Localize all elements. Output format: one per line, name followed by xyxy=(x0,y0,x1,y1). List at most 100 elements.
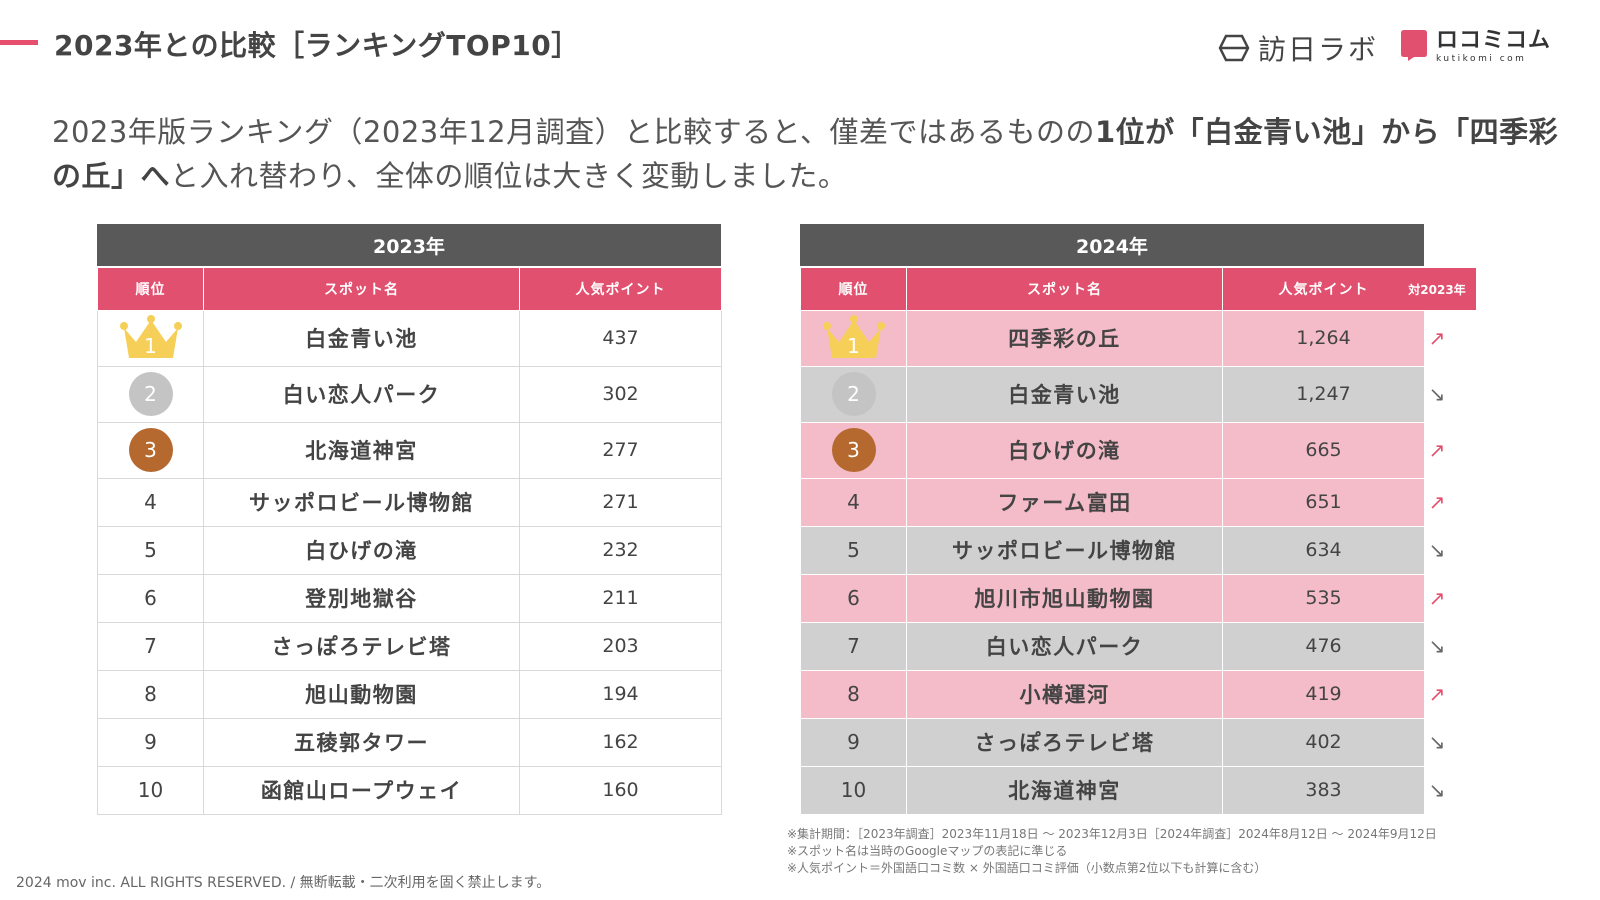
spot-name-cell: 白金青い池 xyxy=(906,365,1223,423)
points-cell: 302 xyxy=(519,365,722,423)
spot-name-cell: 四季彩の丘 xyxy=(906,309,1223,367)
rank-cell: 3 xyxy=(800,421,907,479)
table-row: 5 白ひげの滝 232 xyxy=(97,525,722,575)
table-row: 6 登別地獄谷 211 xyxy=(97,573,722,623)
spot-name-cell: 北海道神宮 xyxy=(203,421,520,479)
spot-name-cell: 白ひげの滝 xyxy=(906,421,1223,479)
points-cell: 419 xyxy=(1222,669,1425,719)
rank-cell: 9 xyxy=(800,717,907,767)
points-cell: 535 xyxy=(1222,573,1425,623)
table-row: 1 白金青い池 437 xyxy=(97,309,722,367)
spot-name-cell: ファーム富田 xyxy=(906,477,1223,527)
rank-cell: 4 xyxy=(800,477,907,527)
lantern-icon xyxy=(1218,34,1250,62)
title-accent-bar xyxy=(0,40,38,45)
table-row: 10 函館山ロープウェイ 160 xyxy=(97,765,722,815)
ranking-table-2024: 順位 スポット名 人気ポイント 1 四季彩の丘 1,264 2 白金青い池 1,247 3 白… xyxy=(800,268,1425,815)
trend-up-arrow-icon: ↗ xyxy=(1428,438,1446,462)
spot-name-cell: 白い恋人パーク xyxy=(906,621,1223,671)
spot-name-cell: 五稜郭タワー xyxy=(203,717,520,767)
trend-up-arrow-icon: ↗ xyxy=(1428,490,1446,514)
rank-cell: 10 xyxy=(800,765,907,815)
page-title: 2023年との比較［ランキングTOP10］ xyxy=(54,29,580,62)
table-row: 8 旭山動物園 194 xyxy=(97,669,722,719)
column-header-points: 人気ポイント xyxy=(1222,268,1425,311)
rank-number: 1 xyxy=(847,334,860,358)
spot-name-cell: さっぽろテレビ塔 xyxy=(203,621,520,671)
spot-name-cell: 白金青い池 xyxy=(203,309,520,367)
rank-cell: 1 xyxy=(800,309,907,367)
gold-crown-icon: 1 xyxy=(821,314,887,362)
trend-down-arrow-icon: ↘ xyxy=(1428,730,1446,754)
spot-name-cell: 白い恋人パーク xyxy=(203,365,520,423)
points-cell: 383 xyxy=(1222,765,1425,815)
points-cell: 194 xyxy=(519,669,722,719)
speech-bubble-icon xyxy=(1401,30,1427,61)
lead-text-highlight: 1位が「白金青い池」から「四季彩の丘」へ xyxy=(52,115,1559,193)
table-row: 1 四季彩の丘 1,264 xyxy=(800,309,1425,367)
logo-primary-text: 訪日ラボ xyxy=(1258,33,1379,66)
table-row: 3 北海道神宮 277 xyxy=(97,421,722,479)
houjin-lab-logo: 訪日ラボ xyxy=(1218,28,1378,68)
lead-text-1: 2023年版ランキング（2023年12月調査）と比較すると、僅差ではあるものの xyxy=(52,115,1095,149)
column-header-spot: スポット名 xyxy=(906,268,1223,311)
points-cell: 277 xyxy=(519,421,722,479)
spot-name-cell: 白ひげの滝 xyxy=(203,525,520,575)
bronze-medal-icon: 3 xyxy=(128,428,173,472)
spot-name-cell: 函館山ロープウェイ xyxy=(203,765,520,815)
points-cell: 402 xyxy=(1222,717,1425,767)
table-row: 4 ファーム富田 651 xyxy=(800,477,1425,527)
silver-medal-icon: 2 xyxy=(831,372,876,416)
rank-cell: 9 xyxy=(97,717,204,767)
points-cell: 203 xyxy=(519,621,722,671)
table-row: 10 北海道神宮 383 xyxy=(800,765,1425,815)
points-cell: 665 xyxy=(1222,421,1425,479)
points-cell: 160 xyxy=(519,765,722,815)
copyright-text: 2024 mov inc. ALL RIGHTS RESERVED. / 無断転… xyxy=(16,875,551,891)
table-row: 2 白い恋人パーク 302 xyxy=(97,365,722,423)
footnote: ※人気ポイント＝外国語口コミ数 × 外国語口コミ評価（小数点第2位以下も計算に含… xyxy=(787,861,1267,875)
table-row: 5 サッポロビール博物館 634 xyxy=(800,525,1425,575)
rank-cell: 7 xyxy=(800,621,907,671)
points-cell: 634 xyxy=(1222,525,1425,575)
logo-secondary-text: ロコミコム xyxy=(1436,28,1552,53)
column-header-spot: スポット名 xyxy=(203,268,520,311)
lead-text-3: と入れ替わり、全体の順位は大きく変動しました。 xyxy=(170,159,848,193)
points-cell: 476 xyxy=(1222,621,1425,671)
spot-name-cell: 旭川市旭山動物園 xyxy=(906,573,1223,623)
trend-down-arrow-icon: ↘ xyxy=(1428,634,1446,658)
rank-cell: 6 xyxy=(800,573,907,623)
silver-medal-icon: 2 xyxy=(128,372,173,416)
lead-paragraph: 2023年版ランキング（2023年12月調査）と比較すると、僅差ではあるものの1… xyxy=(52,110,1562,198)
year-header-2024: 2024年 xyxy=(800,224,1424,266)
kutikomi-logo: ロコミコム kutikomi com xyxy=(1400,28,1551,64)
table-row: 3 白ひげの滝 665 xyxy=(800,421,1425,479)
rank-number: 1 xyxy=(144,334,157,358)
points-cell: 1,264 xyxy=(1222,309,1425,367)
table-row: 6 旭川市旭山動物園 535 xyxy=(800,573,1425,623)
spot-name-cell: 北海道神宮 xyxy=(906,765,1223,815)
rank-cell: 2 xyxy=(800,365,907,423)
points-cell: 271 xyxy=(519,477,722,527)
trend-up-arrow-icon: ↗ xyxy=(1428,682,1446,706)
points-cell: 211 xyxy=(519,573,722,623)
rank-cell: 3 xyxy=(97,421,204,479)
points-cell: 232 xyxy=(519,525,722,575)
spot-name-cell: 登別地獄谷 xyxy=(203,573,520,623)
gold-crown-icon: 1 xyxy=(118,314,184,362)
rank-cell: 5 xyxy=(800,525,907,575)
logo-secondary-en-text: kutikomi com xyxy=(1436,54,1527,64)
table-row: 7 白い恋人パーク 476 xyxy=(800,621,1425,671)
points-cell: 1,247 xyxy=(1222,365,1425,423)
spot-name-cell: 旭山動物園 xyxy=(203,669,520,719)
points-cell: 162 xyxy=(519,717,722,767)
table-header-row: 順位 スポット名 人気ポイント xyxy=(97,268,722,311)
table-row: 8 小樽運河 419 xyxy=(800,669,1425,719)
rank-cell: 10 xyxy=(97,765,204,815)
trend-down-arrow-icon: ↘ xyxy=(1428,538,1446,562)
footnote: ※スポット名は当時のGoogleマップの表記に準じる xyxy=(787,844,1068,858)
table-row: 2 白金青い池 1,247 xyxy=(800,365,1425,423)
spot-name-cell: 小樽運河 xyxy=(906,669,1223,719)
trend-down-arrow-icon: ↘ xyxy=(1428,382,1446,406)
column-header-trend: 対2023年 xyxy=(1398,268,1476,310)
